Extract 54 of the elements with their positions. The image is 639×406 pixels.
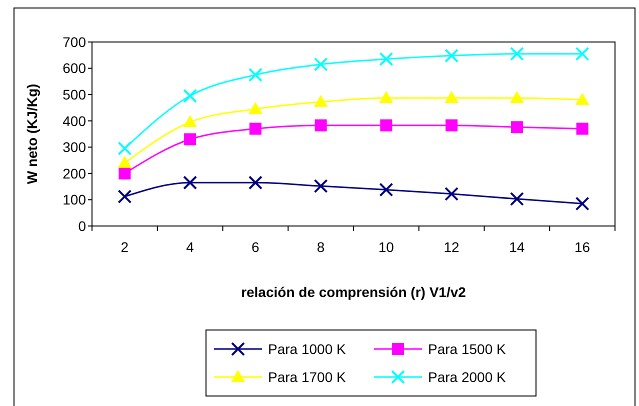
point [248,176,262,190]
point [314,57,328,72]
point [379,52,394,66]
point [118,156,132,168]
y-tick-label: 200 [62,165,86,182]
point [444,48,459,63]
point [575,92,590,105]
point [510,121,523,134]
point [510,192,524,206]
point [575,196,590,211]
point [183,115,198,128]
legend-label: Para 1000 K [268,340,346,357]
point [118,141,132,156]
x-tick-label: 14 [509,239,525,255]
point [510,90,524,103]
x-axis-title: relación de comprensión (r) V1/v2 [241,284,466,300]
y-tick-label: 600 [62,60,86,76]
point [118,190,132,204]
x-tick-label: 16 [574,239,590,255]
point [575,46,590,61]
y-axis-title: W neto (KJ/Kg) [24,84,40,184]
point [314,94,328,107]
point [379,90,394,103]
y-tick-label: 300 [62,139,86,156]
y-tick-label: 500 [62,86,86,102]
legend-label: Para 1700 K [268,368,346,385]
legend-label: Para 1500 K [428,340,506,357]
y-tick-label: 100 [62,192,86,208]
point [248,68,262,82]
x-tick-label: 12 [444,239,460,255]
point [380,119,392,132]
x-tick-label: 6 [252,239,260,255]
point [248,102,262,114]
point [444,90,459,103]
point [444,186,459,201]
point [183,176,198,190]
point [118,167,131,180]
x-tick-label: 8 [316,239,325,255]
point [314,179,328,194]
x-tick-label: 2 [120,239,129,255]
point [184,133,196,146]
point [446,119,458,132]
y-tick-label: 400 [62,112,86,129]
point [510,46,524,61]
point [183,88,198,103]
x-tick-label: 10 [378,239,394,255]
y-tick-label: 700 [62,34,86,50]
y-tick-label: 0 [78,218,86,234]
point [314,119,327,132]
point [379,182,394,197]
point [249,122,262,135]
legend-label: Para 2000 K [428,368,506,385]
point [576,122,588,135]
x-tick-label: 4 [186,239,194,255]
